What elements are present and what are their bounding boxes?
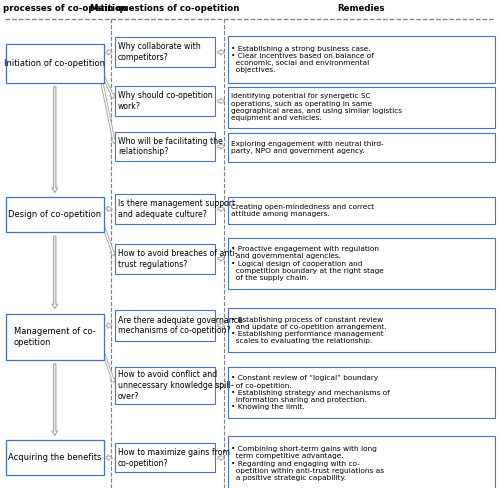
Text: Why should co-opetition
work?: Why should co-opetition work? (118, 91, 213, 111)
FancyBboxPatch shape (115, 443, 215, 472)
Text: Key processes of co-opetition: Key processes of co-opetition (0, 4, 128, 13)
Text: Design of co-opetition: Design of co-opetition (8, 210, 102, 219)
Text: • Establishing process of constant review
  and update of co-opetition arrangeme: • Establishing process of constant revie… (231, 317, 387, 344)
Text: Exploring engagement with neutral third-
party, NPO and government agency.: Exploring engagement with neutral third-… (231, 141, 384, 154)
Text: Remedies: Remedies (338, 4, 385, 13)
FancyBboxPatch shape (228, 36, 495, 83)
FancyBboxPatch shape (228, 308, 495, 352)
Text: Are there adequate governance
mechanisms of co-opetition?: Are there adequate governance mechanisms… (118, 316, 243, 335)
FancyBboxPatch shape (6, 44, 103, 83)
Text: • Constant review of “logical” boundary
  of co-opetition.
• Establishing strate: • Constant review of “logical” boundary … (231, 375, 390, 410)
FancyBboxPatch shape (115, 310, 215, 341)
Text: How to avoid breaches of anti-
trust regulations?: How to avoid breaches of anti- trust reg… (118, 249, 238, 268)
FancyBboxPatch shape (115, 367, 215, 404)
FancyBboxPatch shape (115, 37, 215, 67)
FancyBboxPatch shape (228, 87, 495, 128)
Text: Who will be facilitating the
relationship?: Who will be facilitating the relationshi… (118, 137, 223, 156)
FancyBboxPatch shape (228, 238, 495, 289)
FancyBboxPatch shape (115, 244, 215, 274)
Text: Main questions of co-opetition: Main questions of co-opetition (90, 4, 240, 13)
Text: Is there management support
and adequate culture?: Is there management support and adequate… (118, 199, 235, 219)
FancyBboxPatch shape (228, 197, 495, 224)
FancyBboxPatch shape (228, 436, 495, 488)
Text: Acquiring the benefits: Acquiring the benefits (8, 453, 102, 462)
FancyBboxPatch shape (6, 440, 103, 475)
Text: How to avoid conflict and
unnecessary knowledge spill-
over?: How to avoid conflict and unnecessary kn… (118, 370, 234, 401)
Text: • Establishing a strong business case.
• Clear incentives based on balance of
  : • Establishing a strong business case. •… (231, 46, 374, 73)
Text: • Combining short-term gains with long
  term competitive advantage.
• Regarding: • Combining short-term gains with long t… (231, 446, 384, 481)
Text: Why collaborate with
competitors?: Why collaborate with competitors? (118, 42, 201, 62)
FancyBboxPatch shape (115, 194, 215, 224)
Text: Management of co-
opetition: Management of co- opetition (14, 327, 96, 346)
Text: Creating open-mindedness and correct
attitude among managers.: Creating open-mindedness and correct att… (231, 204, 374, 218)
Text: Initiation of co-opetition: Initiation of co-opetition (4, 59, 105, 68)
FancyBboxPatch shape (115, 86, 215, 116)
FancyBboxPatch shape (228, 133, 495, 162)
FancyBboxPatch shape (115, 132, 215, 161)
Text: How to maximize gains from
co-opetition?: How to maximize gains from co-opetition? (118, 448, 230, 468)
Text: • Proactive engagement with regulation
  and governmental agencies.
• Logical de: • Proactive engagement with regulation a… (231, 246, 384, 281)
FancyBboxPatch shape (6, 197, 103, 232)
Text: Identifying potential for synergetic SC
operations, such as operating in same
ge: Identifying potential for synergetic SC … (231, 94, 402, 121)
FancyBboxPatch shape (6, 313, 103, 360)
FancyBboxPatch shape (228, 367, 495, 418)
